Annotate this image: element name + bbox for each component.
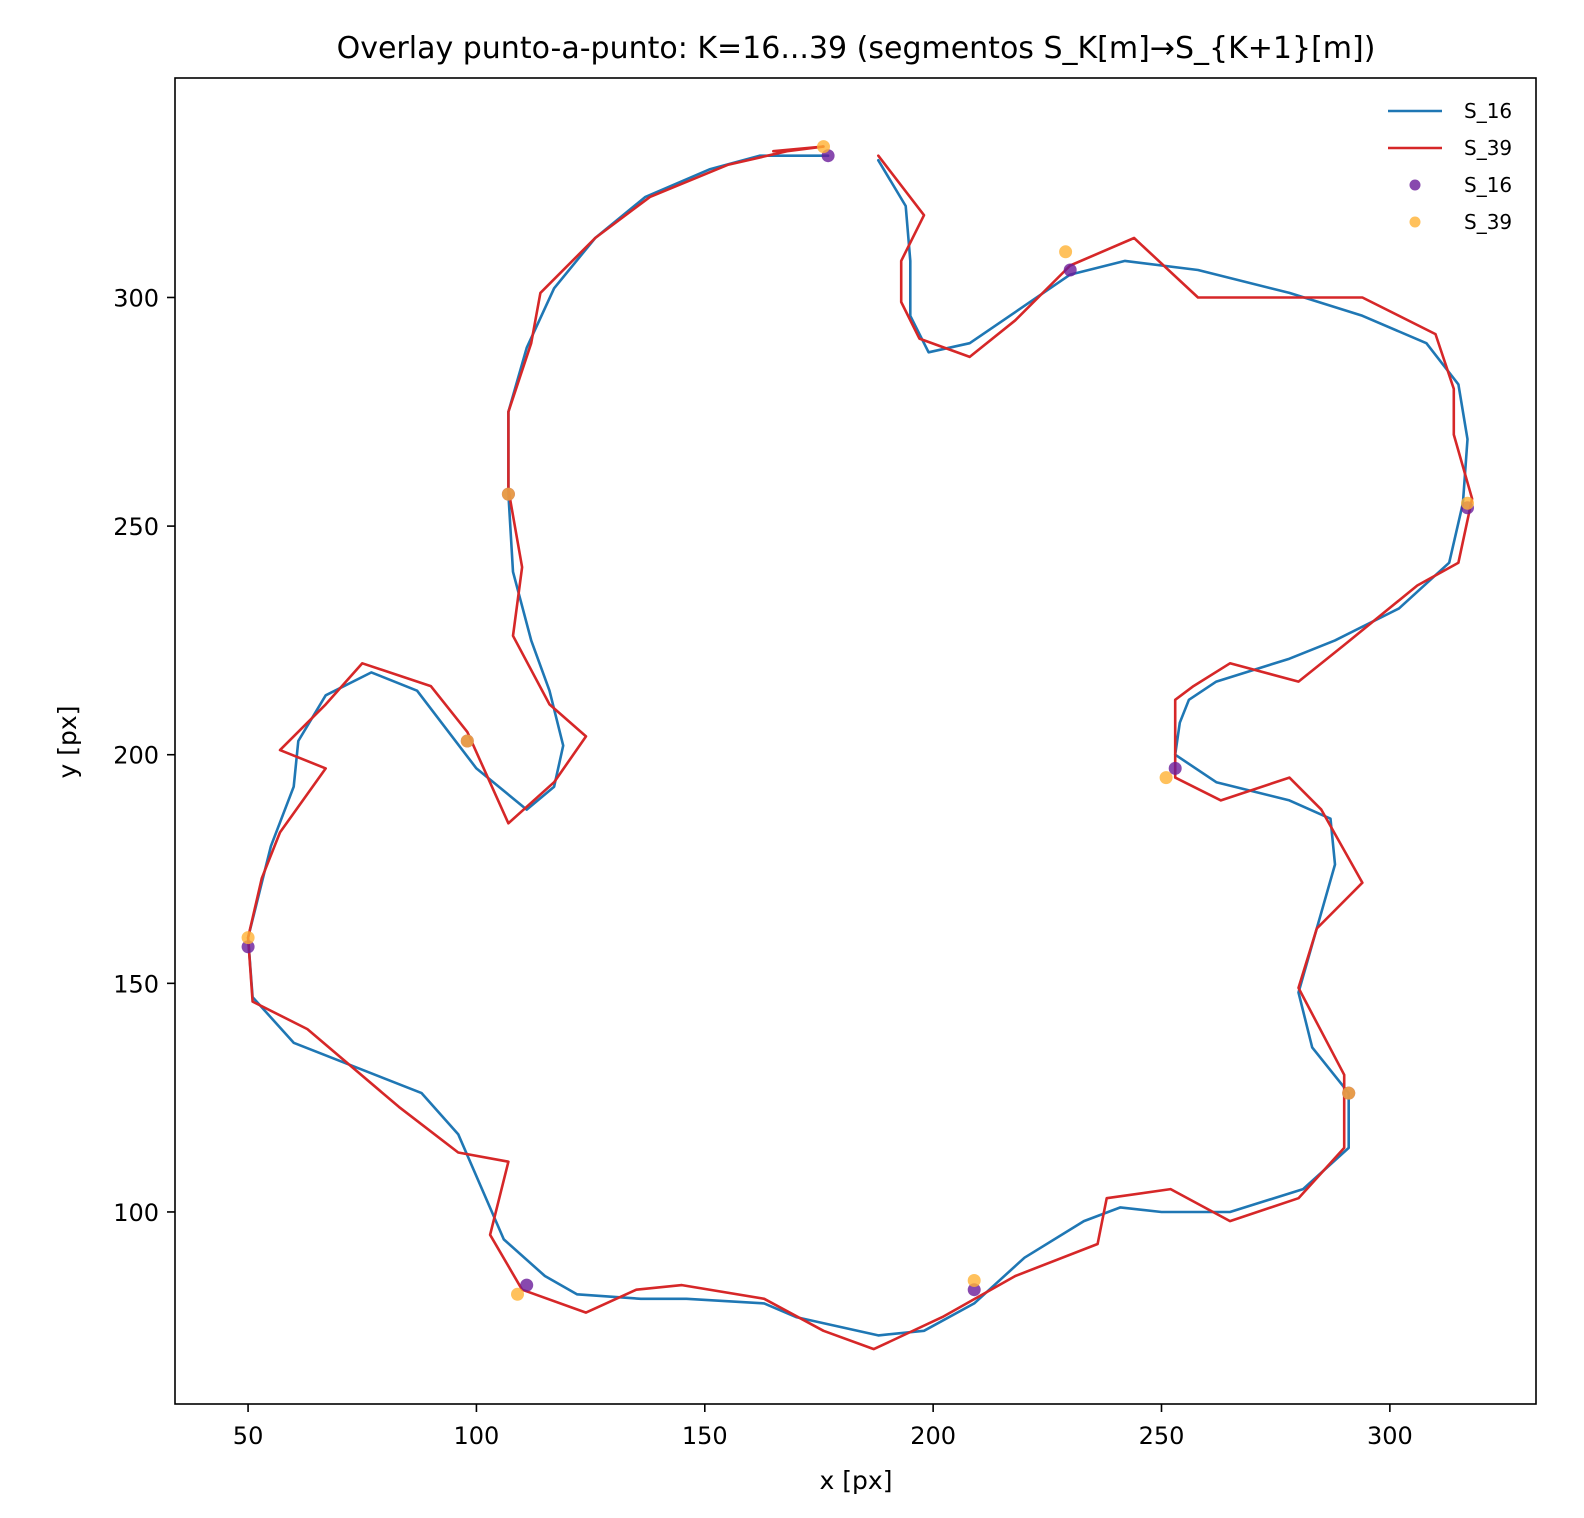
scatter-point-s-39-4: [1342, 1086, 1356, 1100]
x-tick-label: 200: [910, 1422, 956, 1450]
scatter-point-s-39-3: [1159, 771, 1173, 785]
series-line-s-39: [246, 145, 1474, 1351]
x-axis-label: x [px]: [820, 1466, 893, 1495]
x-axis: 50 100 150 200 250 300: [233, 1404, 1413, 1450]
scatter-point-s-39-0: [817, 140, 830, 154]
plot-frame: [174, 77, 1537, 1405]
scatter-point-s-16-6: [520, 1278, 534, 1292]
legend-marker-swatch: [1409, 179, 1421, 191]
scatter-point-s-16-5: [967, 1283, 981, 1297]
scatter-point-s-39-5: [967, 1274, 981, 1287]
chart-title: Overlay punto-a-punto: K=16...39 (segmen…: [337, 31, 1376, 66]
legend-label: S_39: [1464, 210, 1512, 234]
legend-label: S_16: [1464, 173, 1512, 197]
x-tick-label: 300: [1367, 1422, 1413, 1450]
scatter-point-s-16-8: [241, 940, 255, 954]
scatter-point-s-16-1: [1063, 263, 1077, 277]
legend-label: S_39: [1464, 136, 1512, 160]
legend: S_16 S_39 S_16 S_39: [1388, 99, 1512, 234]
legend-label: S_16: [1464, 99, 1512, 123]
y-tick-label: 100: [113, 1199, 159, 1227]
scatter-point-s-39-7: [460, 734, 474, 748]
legend-item-scatter-s-16: S_16: [1409, 173, 1512, 197]
y-axis: 100 150 200 250 300: [113, 284, 175, 1227]
y-tick-label: 150: [113, 970, 159, 998]
scatter-point-s-39-8: [241, 931, 255, 945]
legend-marker-swatch: [1409, 216, 1421, 228]
x-tick-label: 150: [682, 1422, 728, 1450]
y-tick-label: 250: [113, 513, 159, 541]
scatter-point-s-16-3: [1168, 761, 1182, 775]
legend-item-line-s-16: S_16: [1388, 99, 1512, 123]
plot-area: [241, 140, 1474, 1351]
scatter-point-s-39-2: [1461, 496, 1474, 510]
x-tick-label: 100: [454, 1422, 500, 1450]
scatter-point-s-39-9: [501, 487, 515, 501]
y-tick-label: 200: [113, 742, 159, 770]
scatter-point-s-39-1: [1059, 245, 1073, 259]
y-tick-label: 300: [113, 284, 159, 312]
legend-item-line-s-39: S_39: [1388, 136, 1512, 160]
y-axis-label: y [px]: [53, 706, 82, 779]
scatter-point-s-39-6: [511, 1287, 524, 1301]
x-tick-label: 50: [233, 1422, 264, 1450]
legend-item-scatter-s-39: S_39: [1409, 210, 1512, 234]
x-tick-label: 250: [1139, 1422, 1185, 1450]
